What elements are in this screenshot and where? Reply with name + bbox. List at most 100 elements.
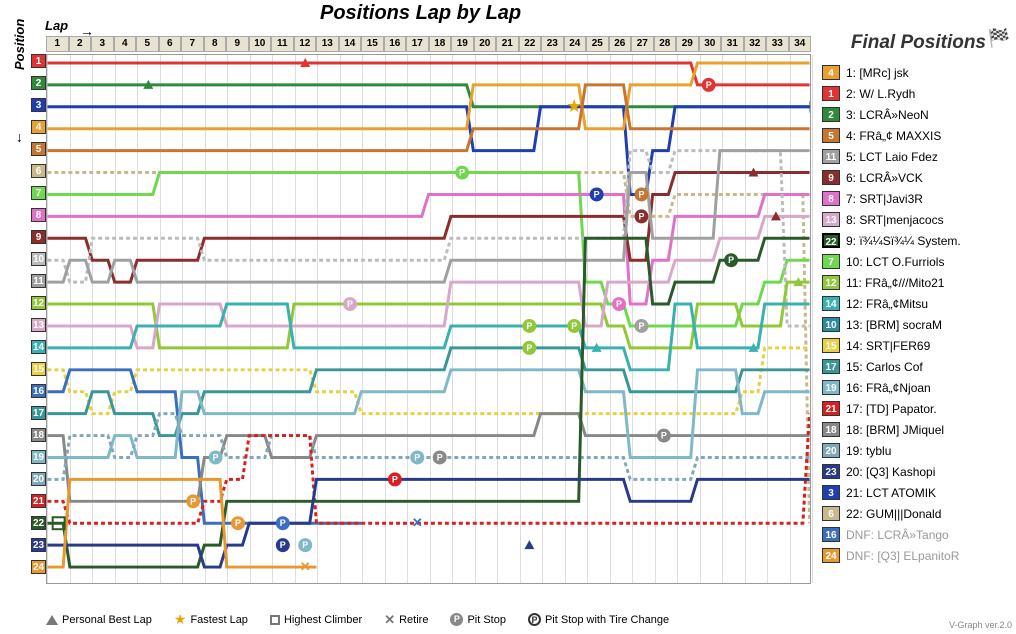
legend-row: 321: LCT ATOMIK — [822, 482, 1012, 503]
driver-line — [47, 63, 809, 129]
cross-icon: ✕ — [384, 612, 395, 628]
legend-row: 2019: tyblu — [822, 440, 1012, 461]
chart-area: ★✕✕PPPPPPPPPPPPPPPPPPPPPP — [46, 54, 811, 584]
legend-row: 1818: [BRM] JMiquel — [822, 419, 1012, 440]
position-arrow-icon: → — [14, 131, 30, 145]
driver-line — [47, 85, 809, 151]
legend-row: 12: W/ L.Rydh — [822, 83, 1012, 104]
driver-line — [47, 85, 809, 107]
legend-row: 1412: FRâ„¢Mitsu — [822, 293, 1012, 314]
legend-box: 9 — [822, 170, 840, 185]
legend-label: 4: FRâ„¢ MAXXIS — [846, 129, 941, 143]
legend-label: 10: LCT O.Furriols — [846, 255, 944, 269]
legend-box: 21 — [822, 401, 840, 416]
legend-row: 2 3: LCRÂ»NeoN — [822, 104, 1012, 125]
legend-row: 1514: SRT|FER69 — [822, 335, 1012, 356]
lap-header-cell: 2 — [69, 36, 92, 52]
final-positions-legend: 41: [MRc] jsk12: W/ L.Rydh 2 3: LCRÂ»NeoN 5… — [822, 62, 1012, 566]
legend-label: 14: SRT|FER69 — [846, 339, 930, 353]
lap-header-cell: 19 — [451, 36, 474, 52]
legend-label: 19: tyblu — [846, 444, 891, 458]
lap-header-cell: 4 — [114, 36, 137, 52]
fastest-marker: ★ — [566, 96, 582, 116]
legend-row: 41: [MRc] jsk — [822, 62, 1012, 83]
driver-line — [47, 194, 809, 304]
lap-header-cell: 30 — [699, 36, 722, 52]
driver-line — [47, 479, 809, 567]
start-grid-box: 20 — [31, 472, 46, 486]
lap-header-cell: 24 — [564, 36, 587, 52]
lap-number-header: 1234567891011121314151617181920212223242… — [46, 36, 811, 52]
legend-box: 8 — [822, 191, 840, 206]
lap-header-cell: 1 — [46, 36, 69, 52]
start-grid-box: 5 — [31, 142, 46, 156]
pitstop-label: P — [437, 452, 443, 462]
pitstop-label: P — [190, 496, 196, 506]
lap-header-cell: 26 — [609, 36, 632, 52]
start-grid-box: 21 — [31, 494, 46, 508]
legend-row: 1916: FRâ„¢Njoan — [822, 377, 1012, 398]
start-grid-box: 2 — [31, 76, 46, 90]
legend-row: 2117: [TD] Papator. — [822, 398, 1012, 419]
pitstop-icon: P — [450, 613, 463, 626]
legend-label: 13: [BRM] socraM — [846, 318, 942, 332]
legend-pb: Personal Best Lap — [62, 614, 152, 626]
legend-box: 17 — [822, 359, 840, 374]
legend-label: 11: FRâ„¢///Mito21 — [846, 276, 944, 290]
legend-label: 22: GUM|||Donald — [846, 507, 941, 521]
lap-header-cell: 17 — [406, 36, 429, 52]
legend-label: 5: LCT Laio Fdez — [846, 150, 938, 164]
legend-pitstop-tire: Pit Stop with Tire Change — [545, 614, 669, 626]
lap-header-cell: 16 — [384, 36, 407, 52]
start-grid-box: 14 — [31, 340, 46, 354]
driver-line — [47, 414, 809, 524]
legend-box: 2 — [822, 107, 840, 122]
lap-header-cell: 12 — [294, 36, 317, 52]
legend-box: 22 — [822, 233, 840, 248]
lap-header-cell: 21 — [496, 36, 519, 52]
start-grid-box: 9 — [31, 230, 46, 244]
lap-header-cell: 10 — [249, 36, 272, 52]
start-grid-box: 22 — [31, 516, 46, 530]
pitstop-label: P — [459, 168, 465, 178]
legend-row: 87: SRT|Javi3R — [822, 188, 1012, 209]
legend-row: 16DNF: LCRÂ»Tango — [822, 524, 1012, 545]
pitstop-label: P — [661, 431, 667, 441]
legend-label: 15: Carlos Cof — [846, 360, 923, 374]
legend-highest: Highest Climber — [284, 614, 362, 626]
chart-title: Positions Lap by Lap — [320, 2, 521, 25]
legend-row: 710: LCT O.Furriols — [822, 251, 1012, 272]
pitstop-tire-icon: P — [528, 613, 541, 626]
driver-line — [47, 173, 809, 283]
legend-label: 3: LCRÂ»NeoN — [846, 108, 929, 122]
pitstop-label: P — [526, 343, 532, 353]
legend-row: 622: GUM|||Donald — [822, 503, 1012, 524]
lap-header-cell: 29 — [676, 36, 699, 52]
legend-label: 1: [MRc] jsk — [846, 66, 909, 80]
start-grid-column: 123456789101112131415161718192021222324 — [31, 54, 47, 582]
start-grid-box: 10 — [31, 252, 46, 266]
legend-label: DNF: LCRÂ»Tango — [846, 528, 949, 542]
start-grid-box: 7 — [31, 186, 46, 200]
legend-retire: Retire — [399, 614, 428, 626]
pitstop-label: P — [347, 299, 353, 309]
retire-marker: ✕ — [412, 515, 423, 530]
lap-header-cell: 31 — [721, 36, 744, 52]
legend-box: 11 — [822, 149, 840, 164]
legend-box: 24 — [822, 548, 840, 563]
lap-axis-label: Lap — [45, 18, 68, 33]
start-grid-box: 18 — [31, 428, 46, 442]
legend-label: 9: ï¾¼Sï¾¼ System. — [846, 234, 961, 248]
driver-line — [47, 370, 809, 458]
lap-header-cell: 28 — [654, 36, 677, 52]
start-grid-box: 12 — [31, 296, 46, 310]
legend-pitstop: Pit Stop — [467, 614, 506, 626]
bottom-legend: Personal Best Lap ★Fastest Lap Highest C… — [46, 611, 669, 628]
lap-header-cell: 5 — [136, 36, 159, 52]
start-grid-box: 3 — [31, 98, 46, 112]
lap-header-cell: 20 — [474, 36, 497, 52]
legend-box: 13 — [822, 212, 840, 227]
pitstop-label: P — [594, 189, 600, 199]
legend-label: DNF: [Q3] ELpanitoR — [846, 549, 959, 563]
lap-header-cell: 15 — [361, 36, 384, 52]
